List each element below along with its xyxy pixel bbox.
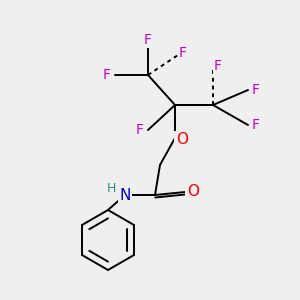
Text: F: F <box>214 59 222 73</box>
Text: H: H <box>106 182 116 194</box>
Text: F: F <box>103 68 111 82</box>
Text: F: F <box>136 123 144 137</box>
Text: O: O <box>176 133 188 148</box>
Text: O: O <box>187 184 199 200</box>
Text: F: F <box>252 118 260 132</box>
Text: F: F <box>144 33 152 47</box>
Text: F: F <box>252 83 260 97</box>
Text: F: F <box>179 46 187 60</box>
Text: N: N <box>119 188 131 202</box>
